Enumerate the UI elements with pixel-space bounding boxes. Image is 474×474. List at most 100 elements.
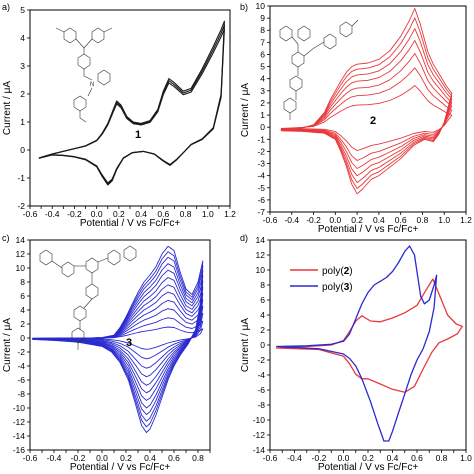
x-tick-label: 0.2 — [362, 453, 374, 463]
panel-d-letter: d) — [240, 233, 248, 243]
y-tick-label: -1 — [17, 173, 25, 183]
panel-a: a) -0.6 -0.4 -0.2 0.0 0.2 0.4 0.6 0.8 1.0 1.2 -2 -1… — [2, 2, 236, 229]
y-tick-label: -2 — [17, 347, 25, 357]
y-tick-label: 10 — [256, 265, 266, 275]
y-tick-label: -12 — [253, 430, 266, 440]
y-tick-label: 0 — [260, 340, 265, 350]
x-tick-label: -0.4 — [284, 215, 299, 225]
x-tick-label: 1.2 — [224, 209, 236, 219]
x-tick-label: 0.4 — [387, 453, 399, 463]
legend-label-poly3: poly(3) — [322, 282, 353, 293]
x-tick-label: 0.6 — [411, 453, 423, 463]
y-tick-label: -6 — [257, 385, 265, 395]
cv-cycle-5 — [280, 28, 453, 183]
y-tick-label: 5 — [20, 5, 25, 15]
panel-b-letter: b) — [240, 2, 248, 12]
y-tick-label: 14 — [16, 235, 26, 245]
cv-cycle-7 — [32, 277, 204, 401]
y-tick-label: -10 — [13, 403, 26, 413]
y-tick-label: 4 — [20, 305, 25, 315]
panel-a-xlabel: Potential / V vs Fc/Fc+ — [80, 218, 180, 229]
panel-a-plot-frame — [29, 9, 231, 207]
panel-b-curves — [280, 7, 453, 195]
panel-b-ylabel: Current / μA — [240, 83, 251, 137]
y-tick-label: 8 — [260, 280, 265, 290]
y-tick-label: -1 — [257, 134, 265, 144]
cv-cycle-2 — [38, 24, 225, 185]
series-poly2 — [276, 278, 463, 393]
cv-cycle-1 — [32, 326, 204, 350]
molecule-1-structure: N — [55, 27, 113, 123]
x-tick-label: 0.6 — [395, 215, 407, 225]
x-tick-label: -0.2 — [71, 453, 86, 463]
panel-d-curves — [276, 245, 463, 442]
y-tick-label: -2 — [257, 146, 265, 156]
cv-cycle-4 — [280, 40, 453, 177]
x-tick-label: 1.0 — [202, 209, 214, 219]
y-tick-label: 3 — [20, 61, 25, 71]
legend-label-poly2: poly(2) — [322, 266, 353, 277]
x-tick-label: 0.8 — [180, 209, 192, 219]
panel-b-compound-label: 2 — [370, 115, 376, 127]
x-tick-label: 0.0 — [329, 215, 341, 225]
x-tick-label: 0.6 — [157, 209, 169, 219]
x-tick-label: -0.2 — [67, 209, 82, 219]
y-tick-label: 0 — [20, 333, 25, 343]
y-tick-label: -8 — [257, 400, 265, 410]
y-tick-label: -14 — [253, 445, 266, 455]
cv-cycle-3 — [32, 308, 204, 369]
panel-c-ylabel: Current / μA — [2, 318, 13, 372]
x-tick-label: 0.2 — [120, 453, 132, 463]
panel-c-axis-ticks: -0.6 -0.4 -0.2 0.0 0.2 0.4 0.6 0.8 -16 -14 -12 -10 -… — [13, 235, 211, 463]
x-tick-label: 0.0 — [338, 453, 350, 463]
panel-a-ylabel: Current / μA — [2, 81, 13, 135]
cv-cycle-4 — [32, 299, 204, 378]
y-tick-label: 1 — [260, 110, 265, 120]
y-tick-label: -12 — [13, 417, 26, 427]
y-tick-label: 7 — [260, 37, 265, 47]
x-tick-label: 0.8 — [192, 453, 204, 463]
cv-cycle-7 — [280, 7, 453, 195]
y-tick-label: 6 — [260, 49, 265, 59]
panel-d-ylabel: Current / μA — [240, 318, 251, 372]
x-tick-label: 0.4 — [135, 209, 147, 219]
svg-text:N: N — [90, 82, 94, 88]
x-tick-label: -0.2 — [312, 453, 327, 463]
panel-b-axis-ticks: -0.6 -0.4 -0.2 0.0 0.2 0.4 0.6 0.8 1.0 1.2 -7 -6 -5 -… — [256, 1, 473, 225]
panel-a-axis-ticks: -0.6 -0.4 -0.2 0.0 0.2 0.4 0.6 0.8 1.0 1.2 -2 -1 0 1 2… — [17, 5, 236, 219]
x-tick-label: -0.6 — [263, 215, 278, 225]
y-tick-label: -6 — [17, 375, 25, 385]
y-tick-label: -4 — [257, 370, 265, 380]
panel-a-compound-label: 1 — [135, 129, 141, 141]
panel-c-compound-label: 3 — [126, 337, 132, 349]
x-tick-label: 1.2 — [460, 215, 472, 225]
panel-b-plot-frame — [269, 5, 467, 213]
panel-d: d) -0.6 -0.4 -0.2 0.0 0.2 0.4 0.6 0.8 1.0-14-12-… — [240, 233, 472, 473]
panel-c-xlabel: Potential / V vs Fc/Fc+ — [70, 462, 170, 473]
panel-d-xlabel: Potential / V vs Fc/Fc+ — [318, 462, 418, 473]
series-poly3 — [276, 245, 438, 442]
y-tick-label: -2 — [257, 355, 265, 365]
panel-a-curves — [38, 20, 225, 186]
panel-d-legend: poly(2) poly(3) — [290, 266, 353, 293]
x-tick-label: -0.4 — [45, 209, 60, 219]
x-tick-label: -0.6 — [263, 453, 278, 463]
y-tick-label: -16 — [13, 445, 26, 455]
x-tick-label: -0.4 — [47, 453, 62, 463]
cv-cycle-2 — [32, 317, 204, 360]
y-tick-label: -4 — [17, 361, 25, 371]
molecule-2-structure — [279, 19, 359, 120]
x-tick-label: 0.4 — [144, 453, 156, 463]
y-tick-label: 2 — [20, 89, 25, 99]
x-tick-label: 0.6 — [168, 453, 180, 463]
y-tick-label: 12 — [16, 249, 26, 259]
panel-b-xlabel: Potential / V vs Fc/Fc+ — [318, 224, 418, 235]
x-tick-label: 0.2 — [113, 209, 125, 219]
panel-c-plot-frame — [29, 239, 211, 451]
y-tick-label: -8 — [17, 389, 25, 399]
y-tick-label: 6 — [20, 291, 25, 301]
y-tick-label: 0 — [260, 122, 265, 132]
x-tick-label: -0.6 — [23, 453, 38, 463]
y-tick-label: 6 — [260, 295, 265, 305]
